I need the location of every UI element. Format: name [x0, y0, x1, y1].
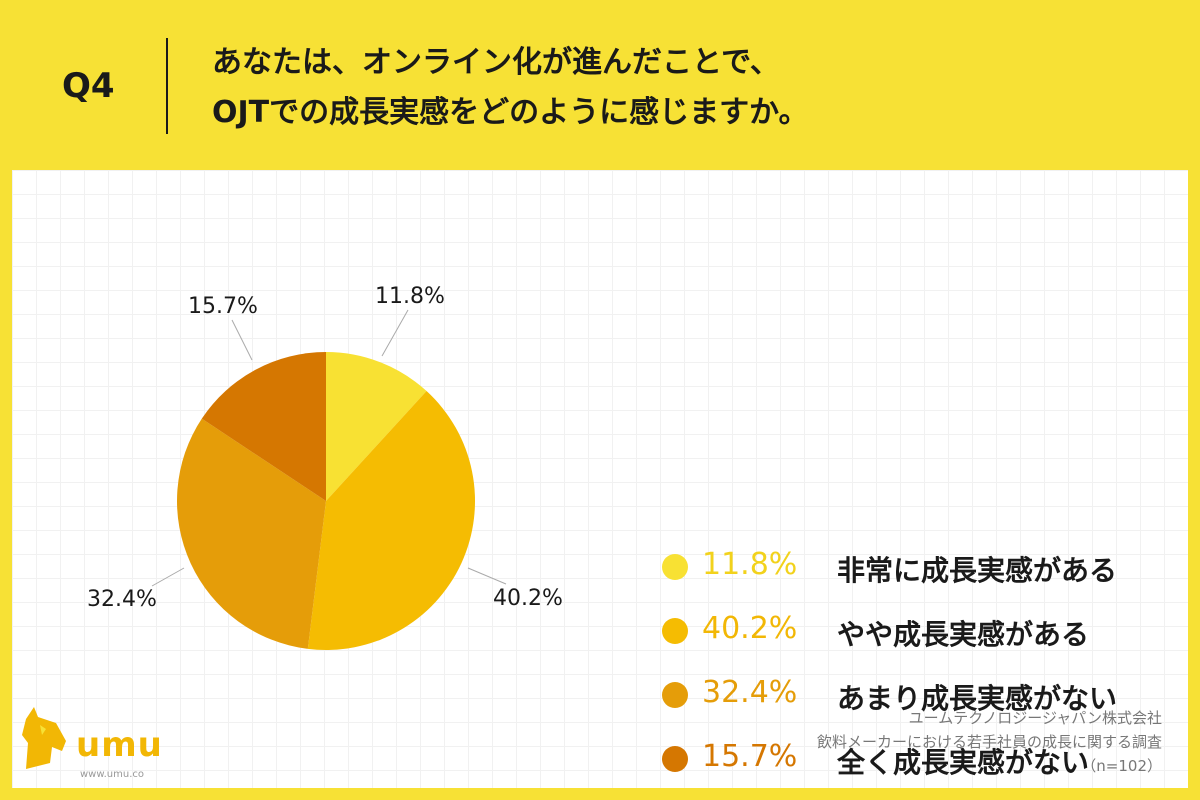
logo-wordmark: umu: [76, 725, 163, 765]
header-divider: [166, 38, 168, 134]
source-survey: 飲料メーカーにおける若手社員の成長に関する調査: [816, 733, 1162, 751]
legend-label: やや成長実感がある: [837, 618, 1090, 651]
header: Q4 あなたは、オンライン化が進んだことで、 OJTでの成長実感をどのように感じ…: [0, 0, 1200, 170]
horse-head-icon: [22, 707, 66, 769]
source-sample-size: （n=102）: [1081, 757, 1162, 775]
label-leader-line: [151, 567, 185, 587]
legend-percent: 40.2%: [702, 611, 798, 646]
chart-panel: 11.8% 40.2% 32.4% 15.7% 11.8% 非常に成長実感がある 40…: [12, 170, 1188, 788]
source-company: ユームテクノロジージャパン株式会社: [908, 709, 1162, 727]
slice-percent-label: 40.2%: [493, 586, 563, 611]
legend-label: 非常に成長実感がある: [837, 554, 1118, 587]
label-leader-line: [381, 309, 409, 357]
pie-slice: [307, 391, 476, 650]
legend-dot: [662, 746, 688, 772]
source-note: ユームテクノロジージャパン株式会社 飲料メーカーにおける若手社員の成長に関する調…: [817, 706, 1162, 778]
legend-dot: [662, 682, 688, 708]
slice-percent-label: 15.7%: [188, 294, 258, 319]
question-number: Q4: [62, 66, 115, 106]
pie-chart: 11.8% 40.2% 32.4% 15.7%: [87, 284, 563, 650]
legend-label: あまり成長実感がない: [837, 682, 1118, 715]
pie-slice: [326, 352, 427, 501]
slice-percent-label: 32.4%: [87, 587, 157, 612]
legend-dot: [662, 618, 688, 644]
legend-percent: 11.8%: [702, 547, 798, 582]
question-text: あなたは、オンライン化が進んだことで、 OJTでの成長実感をどのように感じますか…: [212, 38, 809, 138]
umu-logo: umu www.umu.co: [16, 705, 162, 780]
logo-url: www.umu.co: [80, 769, 145, 780]
slice-percent-label: 11.8%: [375, 284, 445, 309]
pie-slice: [201, 352, 326, 501]
legend-label: 全く成長実感がない: [837, 746, 1090, 779]
legend-percent: 32.4%: [702, 675, 798, 710]
label-leader-line: [231, 319, 253, 361]
question-line-2: OJTでの成長実感をどのように感じますか。: [212, 95, 809, 130]
pie-slice: [177, 418, 326, 649]
question-line-1: あなたは、オンライン化が進んだことで、: [212, 45, 780, 80]
legend-percent: 15.7%: [702, 739, 798, 774]
legend-dot: [662, 554, 688, 580]
label-leader-line: [467, 567, 507, 585]
